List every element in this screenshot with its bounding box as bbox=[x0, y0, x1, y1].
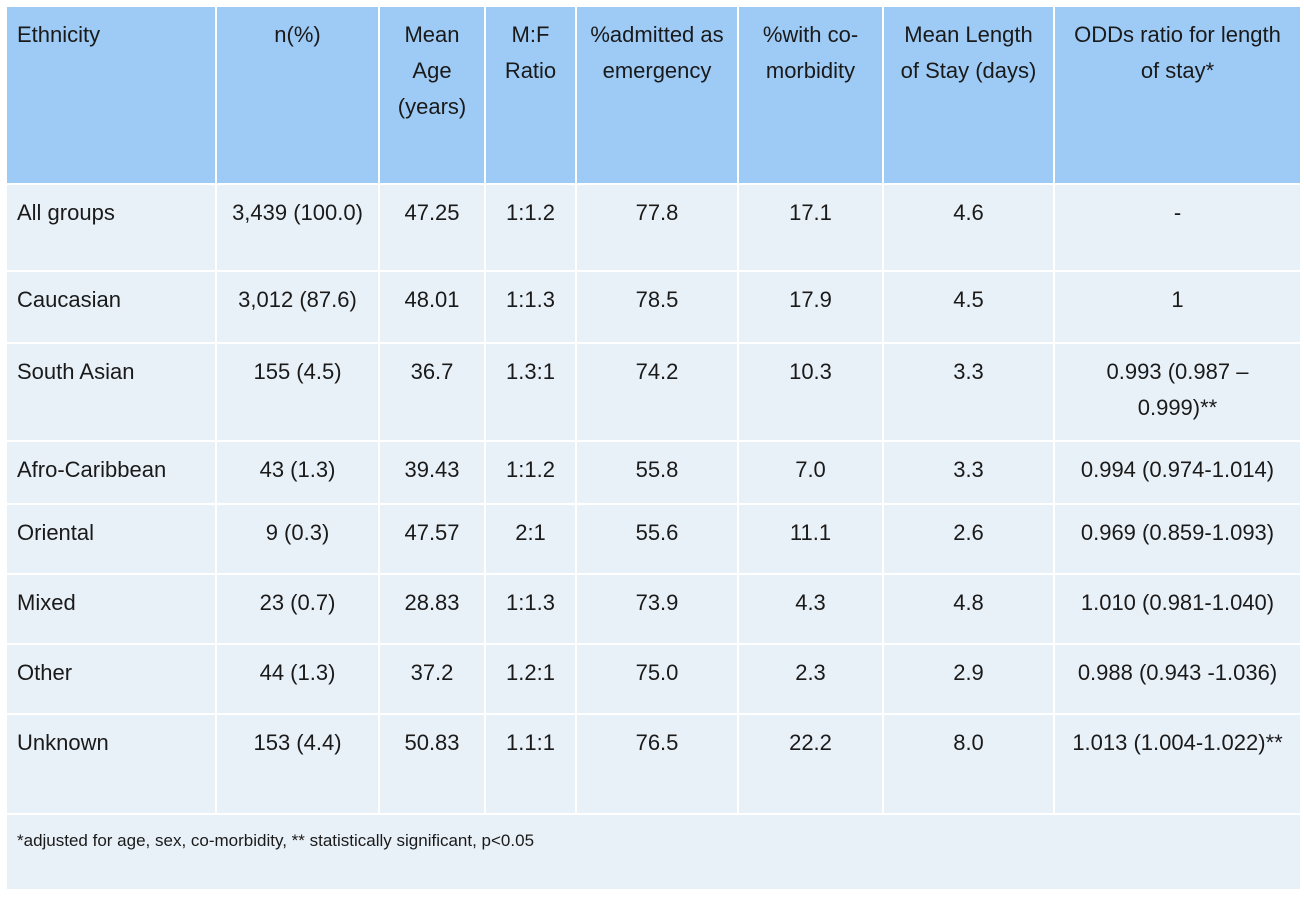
table-cell: 1:1.3 bbox=[484, 270, 577, 344]
header-cell: n(%) bbox=[215, 5, 380, 185]
table-cell: 75.0 bbox=[575, 643, 739, 715]
table-cell: 78.5 bbox=[575, 270, 739, 344]
table-cell: 0.994 (0.974-1.014) bbox=[1053, 440, 1302, 505]
table-cell: 37.2 bbox=[378, 643, 486, 715]
table-cell: 0.993 (0.987 – 0.999)** bbox=[1053, 342, 1302, 442]
table-cell: 44 (1.3) bbox=[215, 643, 380, 715]
table-row: All groups 3,439 (100.0) 47.25 1:1.2 77.8 17.… bbox=[5, 183, 1302, 272]
table-cell: 3,439 (100.0) bbox=[215, 183, 380, 272]
table-cell: 22.2 bbox=[737, 713, 884, 815]
table-cell: 17.9 bbox=[737, 270, 884, 344]
table-cell: 36.7 bbox=[378, 342, 486, 442]
table-cell: - bbox=[1053, 183, 1302, 272]
table-row: Afro-Caribbean 43 (1.3) 39.43 1:1.2 55.8 7.0 3… bbox=[5, 440, 1302, 505]
table-cell: 55.8 bbox=[575, 440, 739, 505]
table-cell: 1.010 (0.981-1.040) bbox=[1053, 573, 1302, 645]
table-cell: 1:1.2 bbox=[484, 440, 577, 505]
table-cell: 76.5 bbox=[575, 713, 739, 815]
table-row: Other 44 (1.3) 37.2 1.2:1 75.0 2.3 2.9 0.988 (0… bbox=[5, 643, 1302, 715]
table-cell: 0.969 (0.859-1.093) bbox=[1053, 503, 1302, 575]
table-cell: 39.43 bbox=[378, 440, 486, 505]
header-cell: Ethnicity bbox=[5, 5, 217, 185]
footnote: *adjusted for age, sex, co-morbidity, **… bbox=[5, 813, 1302, 891]
table-cell: 47.57 bbox=[378, 503, 486, 575]
table-cell: 2:1 bbox=[484, 503, 577, 575]
table-cell: 48.01 bbox=[378, 270, 486, 344]
table-cell: 47.25 bbox=[378, 183, 486, 272]
table-cell: Mixed bbox=[5, 573, 217, 645]
table-row: Mixed 23 (0.7) 28.83 1:1.3 73.9 4.3 4.8 1.010 (… bbox=[5, 573, 1302, 645]
table-cell: 2.3 bbox=[737, 643, 884, 715]
table-cell: 1.1:1 bbox=[484, 713, 577, 815]
table-cell: 77.8 bbox=[575, 183, 739, 272]
table-row: Caucasian 3,012 (87.6) 48.01 1:1.3 78.5 17.9 4… bbox=[5, 270, 1302, 344]
table-cell: 4.5 bbox=[882, 270, 1055, 344]
table-cell: 4.3 bbox=[737, 573, 884, 645]
footnote-row: *adjusted for age, sex, co-morbidity, **… bbox=[5, 813, 1302, 891]
table-cell: 1 bbox=[1053, 270, 1302, 344]
table-cell: Afro-Caribbean bbox=[5, 440, 217, 505]
header-row: Ethnicity n(%) Mean Age (years) M:F Ratio %a… bbox=[5, 5, 1302, 185]
header-cell: M:F Ratio bbox=[484, 5, 577, 185]
table-cell: South Asian bbox=[5, 342, 217, 442]
table-cell: 155 (4.5) bbox=[215, 342, 380, 442]
table-cell: 28.83 bbox=[378, 573, 486, 645]
table-row: Unknown 153 (4.4) 50.83 1.1:1 76.5 22.2 8.0 1.0… bbox=[5, 713, 1302, 815]
header-cell: ODDs ratio for length of stay* bbox=[1053, 5, 1302, 185]
table-cell: All groups bbox=[5, 183, 217, 272]
table-cell: 43 (1.3) bbox=[215, 440, 380, 505]
data-table: Ethnicity n(%) Mean Age (years) M:F Ratio %a… bbox=[5, 5, 1302, 891]
table-cell: 3.3 bbox=[882, 440, 1055, 505]
table-cell: 8.0 bbox=[882, 713, 1055, 815]
table-cell: Other bbox=[5, 643, 217, 715]
table-cell: 7.0 bbox=[737, 440, 884, 505]
table-cell: Unknown bbox=[5, 713, 217, 815]
table-cell: Caucasian bbox=[5, 270, 217, 344]
table-cell: 23 (0.7) bbox=[215, 573, 380, 645]
header-cell: Mean Age (years) bbox=[378, 5, 486, 185]
header-cell: %admitted as emergency bbox=[575, 5, 739, 185]
table-cell: 3,012 (87.6) bbox=[215, 270, 380, 344]
table-cell: 3.3 bbox=[882, 342, 1055, 442]
header-cell: %with co-morbidity bbox=[737, 5, 884, 185]
table-cell: 17.1 bbox=[737, 183, 884, 272]
table-cell: 1.3:1 bbox=[484, 342, 577, 442]
table-row: Oriental 9 (0.3) 47.57 2:1 55.6 11.1 2.6 0.969 … bbox=[5, 503, 1302, 575]
table-cell: 11.1 bbox=[737, 503, 884, 575]
table-cell: 153 (4.4) bbox=[215, 713, 380, 815]
table-cell: 0.988 (0.943 -1.036) bbox=[1053, 643, 1302, 715]
table-cell: 10.3 bbox=[737, 342, 884, 442]
header-cell: Mean Length of Stay (days) bbox=[882, 5, 1055, 185]
table-cell: 4.6 bbox=[882, 183, 1055, 272]
table-cell: 1:1.2 bbox=[484, 183, 577, 272]
table-cell: 1.013 (1.004-1.022)** bbox=[1053, 713, 1302, 815]
table-cell: 74.2 bbox=[575, 342, 739, 442]
table-cell: 2.9 bbox=[882, 643, 1055, 715]
table-row: South Asian 155 (4.5) 36.7 1.3:1 74.2 10.3 3.3… bbox=[5, 342, 1302, 442]
table-body: All groups 3,439 (100.0) 47.25 1:1.2 77.8 17.… bbox=[5, 183, 1302, 891]
table-cell: 1:1.3 bbox=[484, 573, 577, 645]
table-cell: 9 (0.3) bbox=[215, 503, 380, 575]
table-cell: 1.2:1 bbox=[484, 643, 577, 715]
table-cell: 55.6 bbox=[575, 503, 739, 575]
table-cell: 4.8 bbox=[882, 573, 1055, 645]
table-cell: 73.9 bbox=[575, 573, 739, 645]
table-cell: Oriental bbox=[5, 503, 217, 575]
table-cell: 2.6 bbox=[882, 503, 1055, 575]
table-cell: 50.83 bbox=[378, 713, 486, 815]
